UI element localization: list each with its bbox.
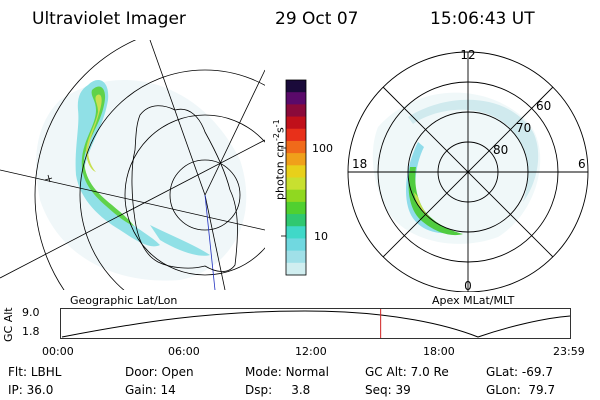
- instrument-title: Ultraviolet Imager: [32, 9, 186, 29]
- door-status: Door: Open: [125, 365, 194, 379]
- mlt-label-18: 18: [352, 157, 367, 171]
- polar-plot: 12 18 6 0 60 70 80: [347, 48, 589, 292]
- colorbar-segment: [286, 226, 306, 239]
- colorbar-segment: [286, 201, 306, 215]
- right-panel-caption: Apex MLat/MLT: [432, 294, 515, 307]
- timeline-ytick-bottom: 1.8: [22, 325, 40, 338]
- colorbar-tick-10: 10: [314, 230, 328, 243]
- colorbar-segment: [286, 214, 306, 227]
- mlat-label-60: 60: [536, 99, 551, 113]
- geographic-image: [0, 40, 265, 290]
- mlat-label-80: 80: [493, 143, 508, 157]
- timeline-xtick-4: 23:59: [553, 345, 585, 358]
- gcalt-status: GC Alt: 7.0 Re: [365, 365, 449, 379]
- timeline-plot: [60, 308, 571, 339]
- date-label: 29 Oct 07: [275, 9, 359, 29]
- colorbar-segment: [286, 92, 306, 105]
- gain-status: Gain: 14: [125, 383, 176, 397]
- colorbar-segment: [286, 128, 306, 142]
- glon-status: GLon: 79.7: [486, 383, 556, 397]
- colorbar-segment: [286, 116, 306, 130]
- colorbar-segment: [286, 104, 306, 118]
- colorbar-segment: [286, 177, 306, 191]
- mlt-label-0: 0: [464, 279, 472, 292]
- mlat-label-70: 70: [516, 121, 531, 135]
- filter-status: Flt: LBHL: [8, 365, 62, 379]
- colorbar-segment: [286, 165, 306, 178]
- colorbar-segment: [286, 262, 306, 276]
- timeline-xtick-3: 18:00: [423, 345, 455, 358]
- colorbar-segment: [286, 189, 306, 203]
- seq-status: Seq: 39: [365, 383, 411, 397]
- colorbar-tick-100: 100: [312, 142, 333, 155]
- timeline-axis-label: GC Alt: [2, 307, 15, 342]
- colorbar-segment: [286, 140, 306, 154]
- time-label: 15:06:43 UT: [430, 9, 535, 29]
- ip-status: IP: 36.0: [8, 383, 54, 397]
- colorbar-segment: [286, 153, 306, 166]
- glat-status: GLat: -69.7: [486, 365, 553, 379]
- colorbar-segment: [286, 250, 306, 264]
- timeline-xtick-1: 06:00: [168, 345, 200, 358]
- timeline-ytick-top: 9.0: [22, 306, 40, 319]
- timeline-xtick-2: 12:00: [295, 345, 327, 358]
- colorbar-segment: [286, 238, 306, 252]
- dsp-status: Dsp: 3.8: [245, 383, 311, 397]
- mlt-label-6: 6: [578, 157, 586, 171]
- colorbar: [281, 79, 307, 276]
- colorbar-unit-label: photon cm-2s-1: [272, 119, 287, 200]
- mlt-label-12: 12: [460, 48, 475, 62]
- colorbar-segment: [286, 80, 306, 93]
- mode-status: Mode: Normal: [245, 365, 329, 379]
- timeline-xtick-0: 00:00: [42, 345, 74, 358]
- left-panel-caption: Geographic Lat/Lon: [70, 294, 178, 307]
